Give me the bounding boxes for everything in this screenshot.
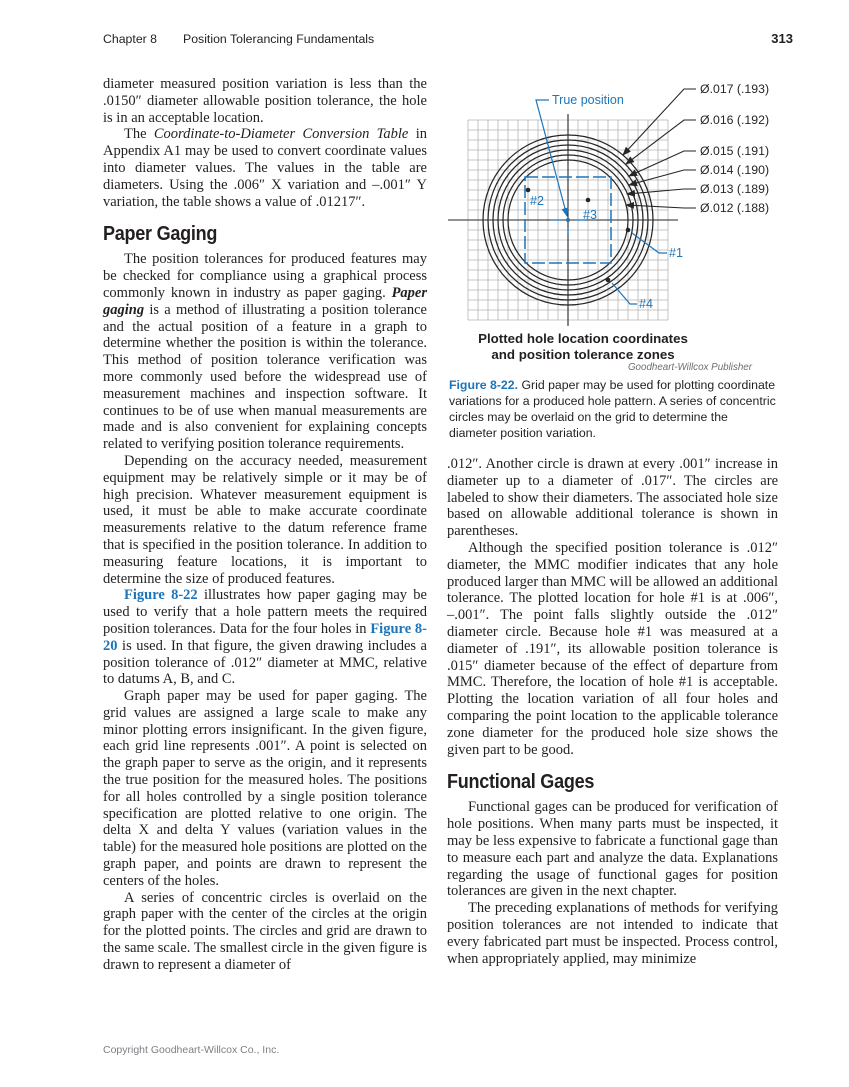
- text-run: in Appendix A1 may be used to convert co…: [103, 126, 428, 210]
- text-run: The preceding explanations of methods fo…: [447, 900, 778, 967]
- paragraph: .012″. Another circle is drawn at every …: [447, 456, 778, 540]
- footer-copyright: Copyright Goodheart-Willcox Co., Inc.: [103, 1044, 280, 1056]
- true-position-callout: True position: [535, 93, 624, 217]
- text-run: A series of concentric circles is overla…: [103, 889, 427, 973]
- text-run: The: [124, 126, 154, 143]
- chapter-title: Position Tolerancing Fundamentals: [183, 32, 375, 46]
- tolerance-circles: [482, 134, 654, 306]
- hole-point: [585, 197, 591, 203]
- page-header: Chapter 8 Position Tolerancing Fundamenta…: [103, 31, 793, 46]
- text-run: is a method of illustrating a position t…: [103, 301, 427, 453]
- hole-point: [525, 187, 531, 193]
- paragraph: The preceding explanations of methods fo…: [447, 900, 778, 967]
- text-run: illustrates how paper gaging may be used…: [103, 587, 427, 637]
- hole-point: [625, 227, 631, 233]
- hole-point: [605, 277, 611, 283]
- text-run: Depending on the accuracy needed, measur…: [103, 452, 427, 587]
- right-text-column: .012″. Another circle is drawn at every …: [447, 456, 778, 967]
- paragraph: diameter measured position variation is …: [103, 76, 427, 126]
- text-run: is used. In that figure, the given drawi…: [103, 637, 427, 688]
- running-head: Chapter 8 Position Tolerancing Fundamenta…: [103, 32, 374, 46]
- figure-title-line1: Plotted hole location coordinates: [478, 331, 688, 346]
- figure-reference: Figure 8-22: [124, 587, 198, 604]
- page-number: 313: [771, 31, 793, 46]
- text-run: Coordinate-to-Diameter Conversion Table: [153, 126, 409, 143]
- section-heading: Paper Gaging: [103, 222, 218, 246]
- paragraph: Figure 8-22 illustrates how paper gaging…: [103, 587, 427, 688]
- chapter-label: Chapter 8: [103, 32, 158, 46]
- square-tolerance-zone: [524, 176, 612, 264]
- figure-credit: Goodheart-Willcox Publisher: [627, 362, 752, 373]
- true-position-label: True position: [552, 93, 624, 107]
- plotted-hole-points: #1 #2 #3 #4: [525, 187, 683, 311]
- section-heading: Functional Gages: [447, 770, 595, 794]
- figure-reference: Figure 8-20: [103, 620, 427, 654]
- text-run: The position tolerances for produced fea…: [103, 251, 427, 301]
- figure-title-line2: and position tolerance zones: [491, 346, 675, 362]
- paragraph: The position tolerances for produced fea…: [103, 251, 427, 453]
- paragraph: The Coordinate-to-Diameter Conversion Ta…: [103, 126, 427, 210]
- hole-label: #3: [583, 208, 597, 222]
- true-position-center-mark: [551, 218, 585, 235]
- diameter-callout-label: Ø.015 (.191): [700, 144, 769, 158]
- diameter-callout-label: Ø.012 (.188): [700, 201, 769, 215]
- text-run: Although the specified position toleranc…: [447, 539, 778, 758]
- text-run: Functional gages can be produced for ver…: [447, 799, 778, 900]
- figure-caption-text: Grid paper may be used for plotting coor…: [449, 378, 776, 440]
- diameter-callout-label: Ø.017 (.193): [700, 82, 769, 96]
- text-run: Graph paper may be used for paper gaging…: [103, 688, 427, 889]
- figure-caption: Figure 8-22. Grid paper may be used for …: [449, 377, 778, 441]
- paragraph: A series of concentric circles is overla…: [103, 890, 427, 974]
- diameter-callout-label: Ø.016 (.192): [700, 113, 769, 127]
- left-text-column: diameter measured position variation is …: [103, 76, 427, 974]
- paragraph: Depending on the accuracy needed, measur…: [103, 453, 427, 587]
- hole-label: #2: [530, 194, 544, 208]
- paragraph: Although the specified position toleranc…: [447, 540, 778, 758]
- paragraph: Graph paper may be used for paper gaging…: [103, 688, 427, 890]
- hole-label: #4: [639, 297, 653, 311]
- text-run: diameter measured position variation is …: [103, 76, 427, 126]
- text-run: Paper gaging: [103, 284, 427, 318]
- figure-title: Plotted hole location coordinates and po…: [449, 331, 717, 362]
- paragraph: Functional gages can be produced for ver…: [447, 799, 778, 900]
- hole-label: #1: [669, 246, 683, 260]
- figure-caption-label: Figure 8-22.: [449, 378, 519, 392]
- diameter-callout-label: Ø.014 (.190): [700, 163, 769, 177]
- figure-8-22-plot: #1 #2 #3 #4 Ø.017 (.193) Ø.016 (.192) Ø.015 (.…: [448, 82, 769, 326]
- diameter-callouts: Ø.017 (.193) Ø.016 (.192) Ø.015 (.191) Ø.01…: [622, 82, 769, 215]
- text-run: .012″. Another circle is drawn at every …: [447, 456, 778, 540]
- diameter-callout-label: Ø.013 (.189): [700, 182, 769, 196]
